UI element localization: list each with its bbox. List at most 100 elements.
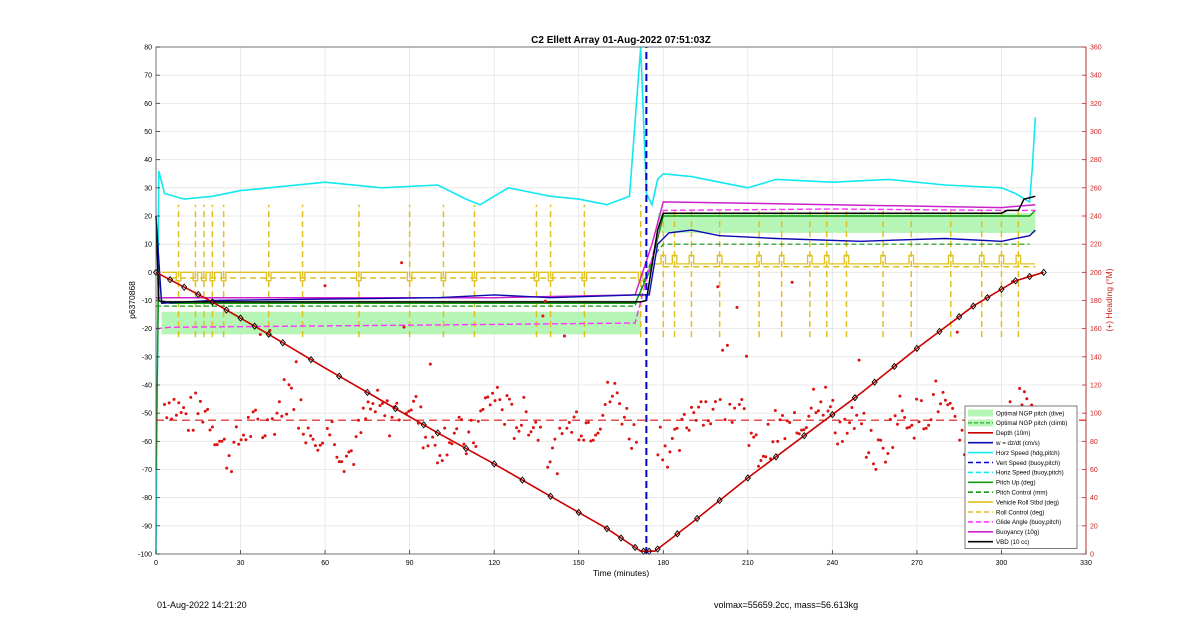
legend-label: Horiz Speed (buoy,pitch) [996, 470, 1064, 477]
heading-point [931, 393, 935, 396]
heading-point [249, 435, 253, 438]
heading-point [297, 426, 301, 430]
w-dzdt-line [155, 215, 1036, 305]
heading-point [220, 439, 224, 443]
heading-point [685, 426, 689, 430]
y-tick-label: -100 [138, 552, 152, 559]
y-tick-label: -10 [142, 298, 152, 305]
heading-point [191, 428, 195, 432]
depth-marker [851, 393, 858, 402]
heading-point [246, 415, 250, 419]
heading-point [747, 444, 751, 447]
depth-marker [223, 306, 230, 314]
heading-point [809, 406, 813, 410]
heading-point [462, 442, 466, 446]
heading-point [701, 423, 705, 427]
heading-point [448, 441, 451, 445]
depth-marker [1026, 272, 1033, 281]
heading-point [440, 459, 444, 463]
depth-marker [491, 460, 498, 468]
depth-marker [575, 508, 582, 517]
heading-point [876, 438, 880, 442]
heading-point [915, 397, 919, 401]
depth-marker [1040, 268, 1047, 277]
legend-label: Buoyancy (10g) [996, 529, 1039, 536]
depth-marker [462, 444, 470, 453]
x-tick-label: 210 [742, 560, 754, 567]
heading-point [474, 445, 478, 448]
heading-point [630, 446, 634, 450]
heading-point [361, 406, 365, 410]
heading-point [924, 426, 928, 430]
heading-point [699, 400, 703, 404]
heading-point [862, 411, 866, 415]
heading-point [457, 415, 461, 419]
y-tick-label: -50 [142, 411, 152, 418]
heading-point [800, 428, 804, 432]
heading-point [172, 397, 176, 401]
heading-point [757, 464, 760, 468]
heading-point [342, 470, 346, 473]
x-tick-label: 150 [573, 560, 585, 567]
heading-point [210, 425, 214, 429]
heading-point [905, 426, 909, 430]
y-right-tick-label: 60 [1090, 467, 1098, 474]
heading-point [323, 284, 327, 288]
heading-point [294, 360, 298, 364]
y-tick-label: 50 [144, 129, 152, 136]
y-tick-label: 80 [144, 45, 152, 52]
heading-point [388, 434, 392, 438]
heading-point [730, 420, 734, 424]
legend-label: Pitch Up (deg) [996, 480, 1036, 487]
heading-point [749, 431, 753, 435]
heading-point [879, 438, 883, 442]
heading-point [419, 405, 423, 409]
buoyancy-line [156, 201, 1036, 299]
heading-point [613, 381, 617, 385]
heading-point [519, 423, 523, 427]
heading-point [785, 419, 789, 423]
heading-point [254, 408, 257, 412]
heading-point [445, 453, 449, 457]
heading-point [814, 411, 818, 415]
heading-point [218, 439, 222, 443]
heading-point [891, 446, 895, 449]
heading-point [539, 425, 542, 429]
heading-point [407, 409, 411, 413]
heading-point [567, 421, 571, 424]
heading-point [232, 440, 236, 444]
depth-marker [434, 429, 441, 437]
heading-point [551, 446, 554, 450]
heading-point [888, 417, 892, 421]
heading-point [357, 418, 360, 422]
heading-point [867, 451, 871, 455]
heading-point [946, 403, 950, 407]
legend-label: w = dz/dt (cm/s) [995, 440, 1040, 447]
y-tick-label: 60 [144, 101, 152, 108]
heading-point [548, 460, 552, 464]
heading-point [591, 438, 595, 442]
heading-point [723, 418, 727, 422]
heading-point [771, 440, 775, 444]
heading-point [778, 418, 782, 422]
heading-point [170, 417, 174, 421]
heading-point [234, 425, 238, 429]
depth-marker [392, 404, 399, 413]
heading-point [953, 414, 957, 418]
heading-point [306, 426, 310, 430]
heading-point [896, 422, 899, 426]
heading-point [369, 407, 372, 411]
heading-point [618, 402, 622, 406]
heading-point [488, 403, 492, 407]
depth-marker [891, 362, 898, 371]
heading-point [352, 463, 356, 466]
heading-point [325, 427, 329, 430]
heading-point [670, 437, 674, 440]
depth-marker [420, 421, 427, 429]
heading-point [179, 411, 183, 414]
depth-marker [913, 344, 920, 353]
depth-marker [547, 492, 554, 500]
heading-point [201, 420, 205, 424]
depth-marker [336, 372, 343, 380]
